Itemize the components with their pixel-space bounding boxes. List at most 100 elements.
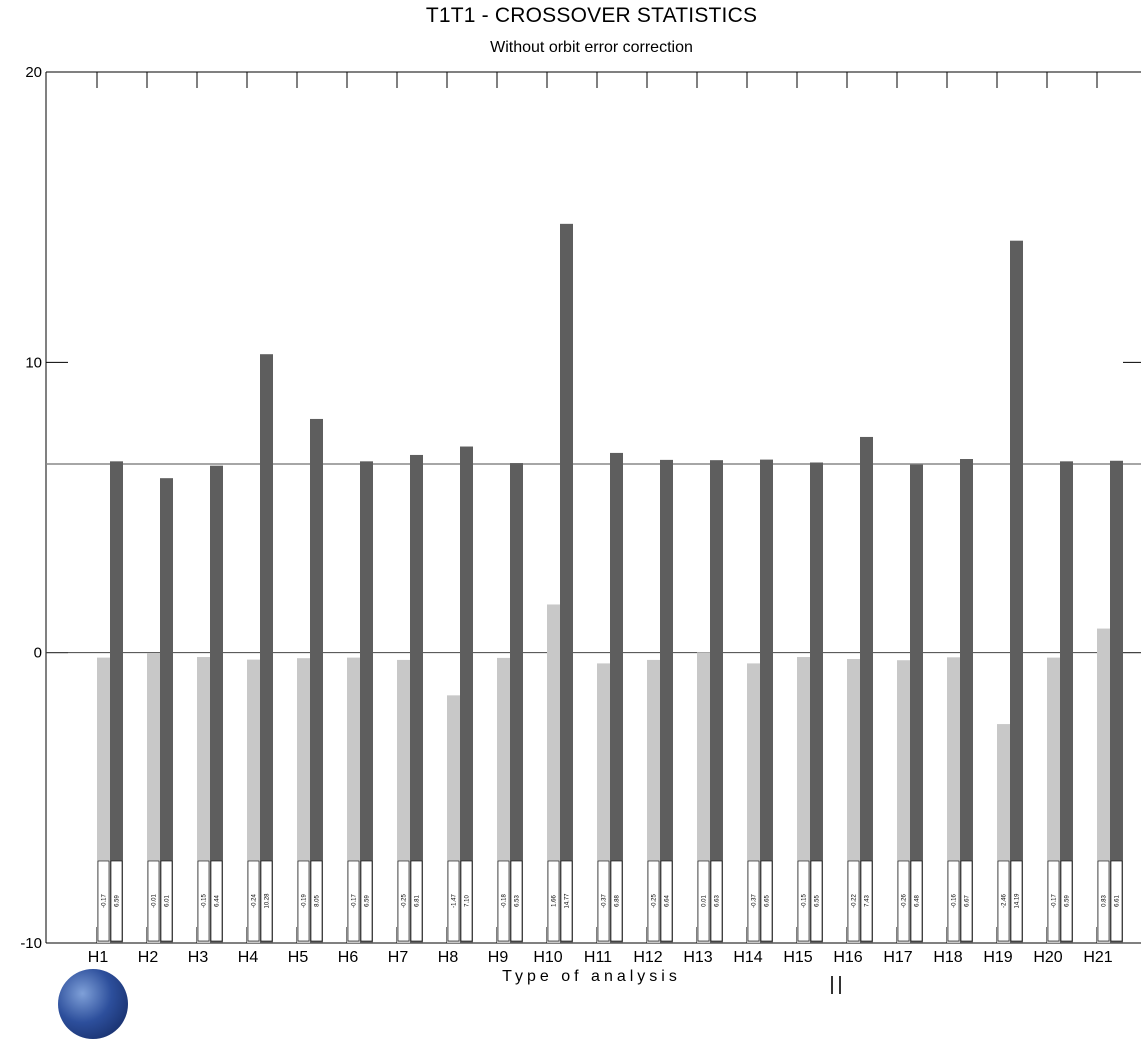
bar-dark xyxy=(510,463,523,943)
value-label-dark: 7.10 xyxy=(465,895,471,907)
category-label: H6 xyxy=(338,949,359,966)
value-label-dark: 6.59 xyxy=(365,895,371,907)
value-label-dark: 8.05 xyxy=(315,895,321,907)
value-label-dark: 10.28 xyxy=(265,893,271,909)
value-label-light: -0.17 xyxy=(352,894,358,908)
category-label: H12 xyxy=(633,949,662,966)
value-label-light: -0.24 xyxy=(252,894,258,908)
bar-dark xyxy=(310,418,323,943)
bar-chart: -10 0 10 20 -0.17 6.59 H1 -0.01 6.01 H2 -0.15 6.44… xyxy=(20,64,1141,966)
value-label-dark: 14.19 xyxy=(1015,893,1021,909)
category-label: H1 xyxy=(88,949,109,966)
value-label-light: -0.15 xyxy=(802,894,808,908)
value-box xyxy=(1060,860,1073,942)
bar-dark xyxy=(360,461,373,943)
value-box xyxy=(1097,860,1110,942)
value-box xyxy=(1047,860,1060,942)
value-label-dark: 6.01 xyxy=(165,895,171,907)
bar-dark xyxy=(460,446,473,943)
value-box xyxy=(110,860,123,942)
y-tick-label: -10 xyxy=(20,935,42,952)
category-label: H14 xyxy=(733,949,762,966)
value-box xyxy=(97,860,110,942)
value-box xyxy=(660,860,673,942)
bar-dark xyxy=(660,459,673,943)
value-box xyxy=(747,860,760,942)
value-box xyxy=(560,860,573,942)
chart-title: T1T1 - CROSSOVER STATISTICS xyxy=(425,4,758,27)
bar-dark xyxy=(710,460,723,943)
value-label-dark: 6.59 xyxy=(1065,895,1071,907)
value-label-light: -0.37 xyxy=(602,894,608,908)
value-label-dark: 6.48 xyxy=(915,895,921,907)
value-label-light: -2.46 xyxy=(1002,894,1008,908)
bar-dark xyxy=(260,354,273,944)
bar-dark xyxy=(760,459,773,943)
value-box xyxy=(410,860,423,942)
bar-dark xyxy=(560,223,573,943)
value-box xyxy=(160,860,173,942)
value-box xyxy=(910,860,923,942)
chart-subtitle: Without orbit error correction xyxy=(490,39,693,56)
value-label-light: -0.25 xyxy=(402,894,408,908)
value-label-dark: 6.55 xyxy=(815,895,821,907)
category-label: H9 xyxy=(488,949,509,966)
value-box xyxy=(197,860,210,942)
value-label-light: 0.83 xyxy=(1102,895,1108,907)
bar-dark xyxy=(110,461,123,943)
value-box xyxy=(310,860,323,942)
value-label-dark: 6.88 xyxy=(615,895,621,907)
y-tick-label: 10 xyxy=(25,354,42,371)
value-box xyxy=(960,860,973,942)
value-label-dark: 6.67 xyxy=(965,895,971,907)
bar-dark xyxy=(860,436,873,943)
category-label: H2 xyxy=(138,949,159,966)
value-label-dark: 6.64 xyxy=(665,895,671,907)
bar-dark xyxy=(410,454,423,943)
value-box xyxy=(647,860,660,942)
value-box xyxy=(697,860,710,942)
category-label: H7 xyxy=(388,949,409,966)
value-box xyxy=(510,860,523,942)
category-label: H21 xyxy=(1083,949,1112,966)
value-box xyxy=(460,860,473,942)
value-label-dark: 6.59 xyxy=(115,895,121,907)
bar-dark xyxy=(210,465,223,943)
category-label: H17 xyxy=(883,949,912,966)
bar-light xyxy=(547,604,560,943)
category-label: H8 xyxy=(438,949,459,966)
value-box xyxy=(297,860,310,942)
value-label-light: -0.18 xyxy=(502,894,508,908)
value-box xyxy=(760,860,773,942)
category-label: H13 xyxy=(683,949,712,966)
value-box xyxy=(897,860,910,942)
value-box xyxy=(1010,860,1023,942)
value-label-dark: 6.63 xyxy=(715,895,721,907)
bar-dark xyxy=(610,452,623,943)
category-label: H15 xyxy=(783,949,812,966)
category-label: H16 xyxy=(833,949,862,966)
value-label-dark: 14.77 xyxy=(565,893,571,909)
logo-icon xyxy=(58,969,128,1039)
value-label-dark: 6.81 xyxy=(415,895,421,907)
x-axis-label: Type of analysis xyxy=(502,968,681,985)
bar-dark xyxy=(910,464,923,943)
bar-dark xyxy=(1110,460,1123,943)
value-box xyxy=(597,860,610,942)
value-label-light: 1.66 xyxy=(552,895,558,907)
value-box xyxy=(547,860,560,942)
value-label-light: -0.01 xyxy=(152,894,158,908)
value-box xyxy=(610,860,623,942)
value-label-light: -1.47 xyxy=(452,894,458,908)
value-box xyxy=(147,860,160,942)
value-label-light: -0.16 xyxy=(952,894,958,908)
bar-dark xyxy=(960,459,973,943)
value-label-light: -0.17 xyxy=(1052,894,1058,908)
value-box xyxy=(947,860,960,942)
bar-dark xyxy=(1010,240,1023,944)
category-label: H5 xyxy=(288,949,309,966)
value-label-dark: 6.65 xyxy=(765,895,771,907)
category-label: H19 xyxy=(983,949,1012,966)
value-box xyxy=(397,860,410,942)
category-label: H18 xyxy=(933,949,962,966)
